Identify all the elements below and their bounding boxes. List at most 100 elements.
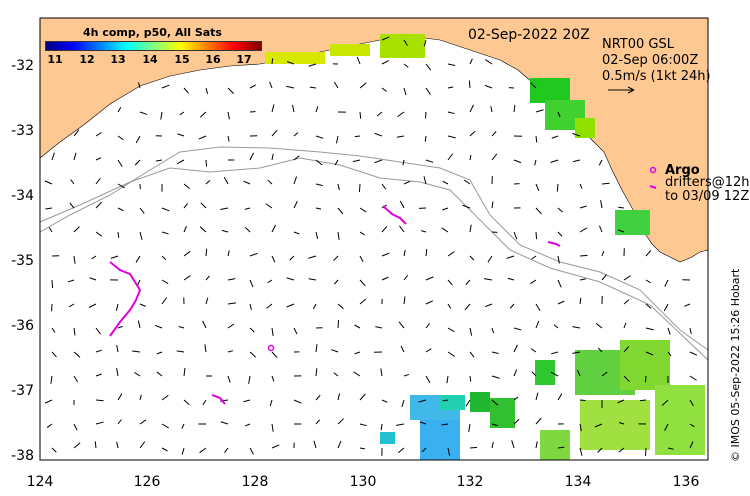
velocity-arrow <box>534 159 537 166</box>
velocity-arrow <box>667 351 672 357</box>
velocity-arrow <box>623 322 627 329</box>
velocity-arrow <box>227 350 234 353</box>
velocity-arrow <box>664 279 669 287</box>
velocity-arrow <box>579 278 586 281</box>
velocity-arrow <box>116 441 119 449</box>
velocity-arrow <box>572 326 581 329</box>
velocity-arrow <box>447 327 455 332</box>
velocity-arrow <box>135 255 141 263</box>
velocity-arrow <box>597 447 603 453</box>
velocity-arrow <box>601 371 608 377</box>
velocity-arrow <box>447 447 451 456</box>
velocity-arrow <box>292 104 295 113</box>
velocity-arrow <box>265 203 273 209</box>
velocity-arrow <box>376 111 383 117</box>
velocity-arrow <box>485 59 493 65</box>
velocity-arrow <box>418 399 427 403</box>
velocity-arrow <box>117 135 124 141</box>
velocity-arrow <box>51 351 57 358</box>
velocity-arrow <box>447 351 455 357</box>
shelf-contour <box>39 157 709 361</box>
velocity-arrow <box>396 423 405 426</box>
velocity-arrow <box>73 226 80 233</box>
velocity-arrow <box>594 423 603 428</box>
velocity-arrow <box>224 447 229 453</box>
velocity-arrow <box>425 300 434 305</box>
velocity-arrow <box>202 399 207 406</box>
velocity-arrow <box>447 135 456 139</box>
velocity-arrow <box>359 423 367 427</box>
credit-text: © IMOS 05-Sep-2022 15:26 Hobart <box>729 268 742 462</box>
velocity-arrow <box>139 231 143 240</box>
velocity-arrow <box>556 183 559 192</box>
velocity-arrow <box>535 183 540 191</box>
velocity-arrow <box>249 152 254 161</box>
velocity-arrow <box>667 327 671 335</box>
velocity-arrow <box>513 418 520 425</box>
velocity-arrow <box>513 104 516 113</box>
velocity-arrow <box>161 279 169 285</box>
velocity-arrow <box>199 111 207 118</box>
velocity-arrow <box>139 207 145 214</box>
velocity-arrow <box>249 351 256 358</box>
velocity-arrow <box>117 393 123 401</box>
velocity-arrow <box>557 231 563 237</box>
velocity-arrow <box>618 447 625 453</box>
velocity-arrow <box>267 179 273 185</box>
velocity-arrow <box>249 84 257 89</box>
velocity-arrow <box>644 447 647 456</box>
velocity-arrow <box>468 80 471 89</box>
velocity-arrow <box>69 202 75 209</box>
velocity-arrow <box>160 111 163 120</box>
velocity-arrow <box>617 229 625 233</box>
velocity-arrow <box>227 111 230 120</box>
velocity-arrow <box>380 368 383 377</box>
velocity-arrow <box>598 159 603 166</box>
velocity-arrow <box>468 423 471 432</box>
colorbar-tick: 11 <box>47 53 63 66</box>
velocity-arrow <box>531 371 537 377</box>
velocity-arrow <box>200 202 207 209</box>
velocity-arrow <box>286 61 295 65</box>
velocity-arrow <box>266 303 273 309</box>
velocity-arrow <box>511 440 515 449</box>
velocity-arrow <box>46 423 53 428</box>
velocity-arrow <box>550 159 559 163</box>
velocity-arrow <box>183 87 189 94</box>
velocity-arrow <box>51 152 55 161</box>
velocity-arrow <box>202 320 207 329</box>
velocity-arrow <box>623 275 631 281</box>
velocity-arrow <box>95 157 102 161</box>
velocity-arrow <box>425 276 434 281</box>
velocity-arrow <box>95 231 103 237</box>
velocity-arrow <box>491 423 499 427</box>
velocity-arrow <box>441 423 449 426</box>
velocity-arrow <box>423 176 427 185</box>
velocity-arrow <box>312 303 317 310</box>
velocity-arrow <box>315 183 323 187</box>
velocity-arrow <box>374 132 383 137</box>
velocity-arrow <box>243 180 251 185</box>
velocity-arrow <box>623 299 630 305</box>
velocity-arrow <box>139 441 146 449</box>
velocity-arrow <box>137 279 141 286</box>
velocity-arrow <box>117 325 123 329</box>
velocity-arrow <box>269 399 273 407</box>
velocity-arrow <box>95 349 102 353</box>
velocity-arrow <box>95 201 102 209</box>
velocity-arrow <box>425 159 434 163</box>
velocity-arrow <box>664 423 669 431</box>
velocity-arrow <box>469 130 476 137</box>
velocity-arrow <box>315 106 319 113</box>
velocity-arrow <box>248 375 251 384</box>
velocity-arrow <box>469 255 475 261</box>
velocity-arrow <box>491 327 495 334</box>
velocity-arrow <box>464 303 471 311</box>
velocity-arrow <box>271 153 274 161</box>
velocity-arrow <box>73 423 78 431</box>
velocity-arrow <box>469 327 473 336</box>
velocity-arrow <box>579 227 588 233</box>
velocity-arrow <box>441 227 449 233</box>
velocity-arrow <box>293 132 299 137</box>
velocity-arrow <box>469 224 472 233</box>
